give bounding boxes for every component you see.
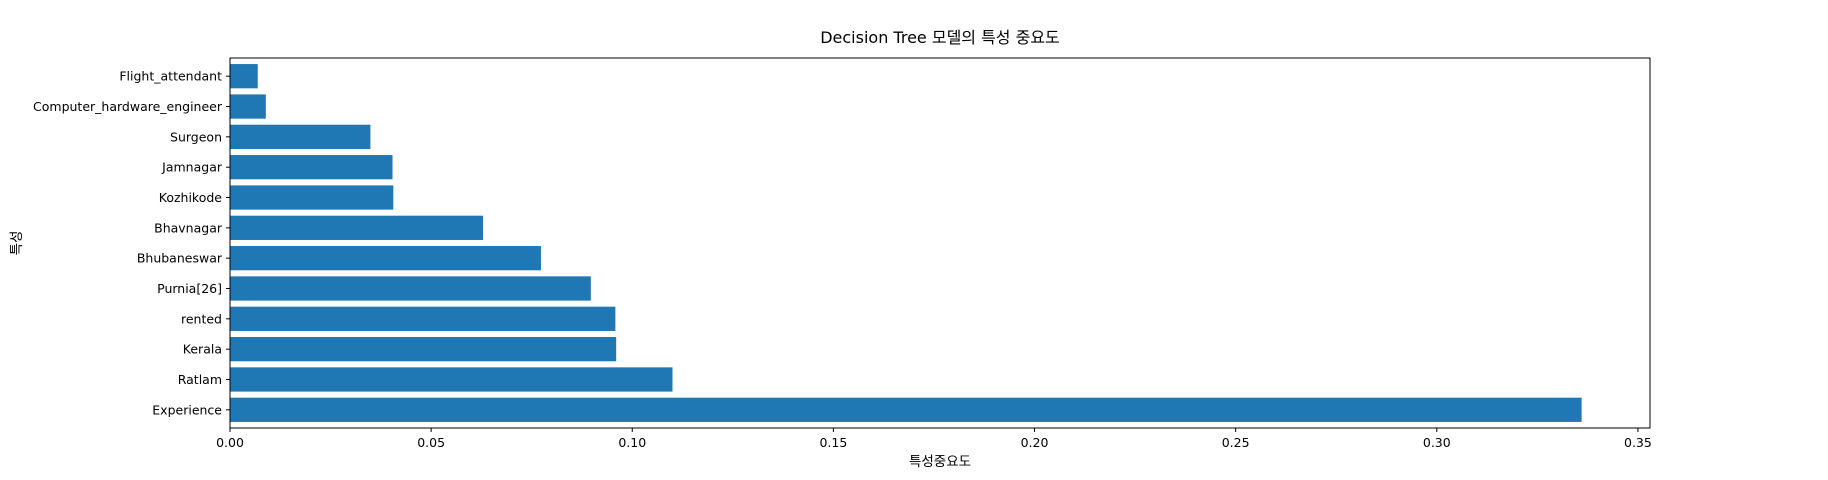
bar-surgeon — [230, 124, 371, 149]
x-tick-label: 0.30 — [1423, 435, 1451, 450]
bar-flight-attendant — [230, 64, 258, 89]
bar-jamnagar — [230, 155, 393, 180]
y-tick-label: Flight_attendant — [119, 69, 222, 84]
x-tick-label: 0.10 — [618, 435, 646, 450]
x-tick-label: 0.35 — [1624, 435, 1652, 450]
x-tick-label: 0.25 — [1222, 435, 1250, 450]
x-axis: 0.00 0.05 0.10 0.15 0.20 0.25 0.30 0.35 — [216, 428, 1652, 450]
y-tick-label: rented — [181, 311, 222, 326]
bar-bhubaneswar — [230, 246, 541, 271]
y-tick-label: Experience — [152, 402, 222, 417]
y-tick-label: Jamnagar — [161, 160, 223, 175]
bars-group — [230, 64, 1582, 422]
x-tick-label: 0.05 — [417, 435, 445, 450]
bar-computer-hardware-engineer — [230, 94, 266, 119]
y-tick-label: Bhubaneswar — [137, 251, 223, 266]
y-tick-label: Purnia[26] — [157, 281, 222, 296]
bar-kerala — [230, 337, 617, 362]
bar-bhavnagar — [230, 215, 484, 240]
bar-kozhikode — [230, 185, 394, 210]
y-tick-label: Surgeon — [170, 129, 222, 144]
bar-experience — [230, 397, 1582, 422]
y-tick-label: Computer_hardware_engineer — [33, 99, 223, 114]
x-tick-label: 0.15 — [819, 435, 847, 450]
bar-rented — [230, 306, 616, 331]
y-tick-label: Ratlam — [178, 372, 222, 387]
x-tick-label: 0.00 — [216, 435, 244, 450]
y-tick-label: Kerala — [183, 342, 222, 357]
y-tick-label: Kozhikode — [159, 190, 223, 205]
plot-frame — [229, 57, 1651, 429]
bar-ratlam — [230, 367, 673, 392]
y-axis: Experience Ratlam Kerala rented Purnia[26] Bh… — [33, 69, 230, 417]
chart-title: Decision Tree 모델의 특성 중요도 — [820, 28, 1060, 47]
x-tick-label: 0.20 — [1021, 435, 1049, 450]
y-tick-label: Bhavnagar — [154, 220, 223, 235]
y-axis-label: 특성 — [9, 231, 25, 256]
x-axis-label: 특성중요도 — [909, 454, 971, 470]
bar-purnia-26 — [230, 276, 591, 301]
